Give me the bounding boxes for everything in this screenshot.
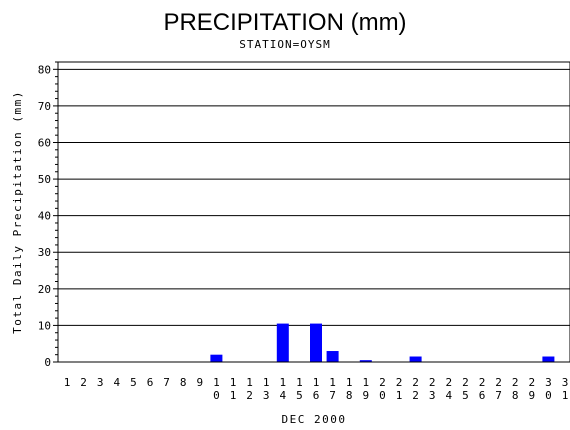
y-tick-label: 0 (44, 356, 51, 369)
y-tick-label: 80 (38, 63, 51, 76)
y-tick-label: 20 (38, 283, 51, 296)
bars (210, 323, 555, 362)
x-tick-label: 1 (64, 376, 71, 389)
bar (326, 351, 339, 362)
x-axis-label: DEC 2000 (282, 413, 347, 426)
x-tick-label: 9 (196, 376, 203, 389)
y-tick-label: 60 (38, 136, 51, 149)
x-tick-label: 7 (163, 376, 170, 389)
x-tick-label: 2 (80, 376, 87, 389)
x-tick-label: 5 (130, 376, 137, 389)
bar (542, 356, 555, 362)
bar (276, 323, 289, 362)
bar (359, 360, 372, 362)
y-axis-label: Total Daily Precipitation (mm) (11, 90, 24, 334)
x-tick-label: 4 (113, 376, 120, 389)
plot-frame (57, 61, 570, 363)
x-axis-ticks: 1 2 3 4 5 6 7 8 9 1 01 11 21 31 41 51 61 71 81 92 02 12 22 32 42… (64, 376, 569, 402)
y-tick-label: 30 (38, 246, 51, 259)
bar (409, 356, 422, 362)
y-tick-label: 70 (38, 100, 51, 113)
x-tick-label: 3 (97, 376, 104, 389)
x-tick-label: 8 (180, 376, 187, 389)
bar (210, 354, 223, 362)
y-tick-label: 10 (38, 319, 51, 332)
chart-subtitle: STATION=OYSM (239, 38, 330, 51)
gridlines (58, 68, 570, 326)
y-axis-ticks: 0 10 20 30 40 50 60 70 80 (38, 61, 58, 369)
y-tick-label: 50 (38, 173, 51, 186)
y-tick-label: 40 (38, 210, 51, 223)
bar (310, 323, 322, 362)
x-tick-label: 6 (147, 376, 154, 389)
chart-title: PRECIPITATION (mm) (163, 9, 406, 36)
